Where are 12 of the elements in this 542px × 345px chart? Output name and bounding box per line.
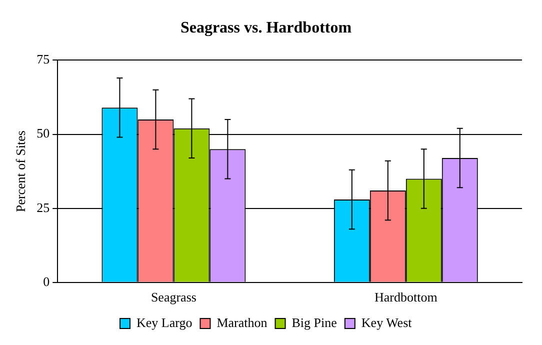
legend-label: Key West [361, 314, 412, 330]
x-tick-label: Hardbottom [374, 290, 438, 305]
legend-label: Key Largo [136, 314, 192, 330]
chart-title: Seagrass vs. Hardbottom [180, 20, 352, 37]
y-tick-label: 25 [36, 200, 50, 215]
y-tick-label: 0 [43, 274, 50, 289]
legend-label: Marathon [216, 314, 268, 330]
y-axis-title: Percent of Sites [13, 130, 28, 212]
y-tick-label: 75 [36, 52, 50, 67]
legend-label: Big Pine [292, 314, 338, 330]
y-tick-label: 50 [36, 126, 50, 141]
x-tick-label: Seagrass [150, 290, 196, 305]
